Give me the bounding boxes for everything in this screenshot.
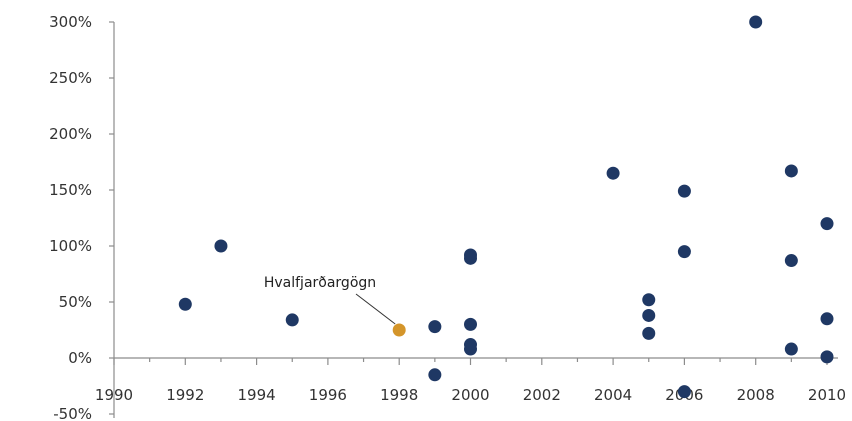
annotation: Hvalfjarðargögn [264, 275, 396, 325]
y-tick-label: 200% [49, 125, 92, 143]
y-tick-label: 250% [49, 69, 92, 87]
y-tick-label: 50% [59, 293, 92, 311]
data-point [642, 293, 656, 307]
data-point [214, 239, 228, 253]
y-tick-label: 0% [68, 349, 92, 367]
data-point [178, 297, 192, 311]
data-point [677, 385, 691, 399]
data-point [820, 312, 834, 326]
data-point [428, 320, 442, 334]
data-point [464, 342, 477, 356]
y-tick-label: 100% [49, 237, 92, 255]
annotation-leader-line [355, 293, 396, 325]
data-point [428, 368, 442, 382]
data-point [642, 308, 656, 322]
y-tick-label: 300% [49, 13, 92, 31]
data-point [749, 15, 763, 29]
data-point [464, 251, 477, 265]
x-tick-label: 1998 [380, 386, 418, 404]
data-point [606, 166, 620, 180]
data-point [285, 313, 299, 327]
x-tick-label: 1992 [166, 386, 204, 404]
x-tick-label: 2002 [523, 386, 561, 404]
x-tick-label: 2004 [594, 386, 632, 404]
x-tick-label: 1996 [309, 386, 347, 404]
data-point [820, 350, 834, 364]
y-tick-label: 150% [49, 181, 92, 199]
x-tick-labels: 1990199219941996199820002002200420062008… [95, 386, 846, 404]
x-tick-label: 1994 [238, 386, 276, 404]
highlight-point [392, 323, 406, 337]
y-tick-label: -50% [53, 405, 92, 421]
data-point [784, 164, 798, 178]
x-tick-label: 2010 [808, 386, 846, 404]
data-point [677, 184, 691, 198]
data-point [784, 342, 798, 356]
x-tick-label: 2008 [737, 386, 775, 404]
data-point [784, 254, 798, 268]
x-tick-label: 2000 [451, 386, 489, 404]
data-point [820, 217, 834, 231]
data-point [642, 326, 656, 340]
axes [109, 21, 838, 418]
annotation-label: Hvalfjarðargögn [264, 275, 376, 291]
data-point [677, 245, 691, 259]
x-tick-label: 1990 [95, 386, 133, 404]
data-points [178, 15, 834, 399]
y-tick-labels: -50% 0% 50% 100% 150% 200% 250% 300% [49, 13, 92, 421]
data-point [464, 317, 477, 331]
